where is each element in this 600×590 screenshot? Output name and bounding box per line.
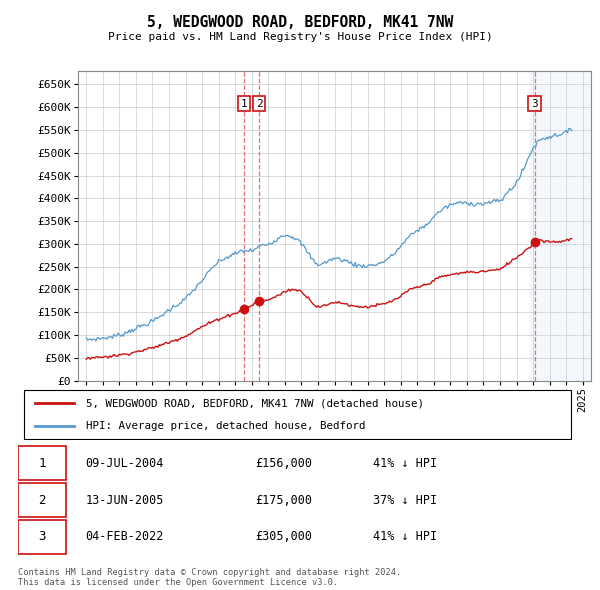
- Text: 3: 3: [38, 530, 46, 543]
- Text: 41% ↓ HPI: 41% ↓ HPI: [373, 530, 437, 543]
- Text: Contains HM Land Registry data © Crown copyright and database right 2024.
This d: Contains HM Land Registry data © Crown c…: [18, 568, 401, 587]
- Text: 2: 2: [256, 99, 263, 109]
- Text: 2: 2: [38, 493, 46, 507]
- Text: 13-JUN-2005: 13-JUN-2005: [86, 493, 164, 507]
- Text: HPI: Average price, detached house, Bedford: HPI: Average price, detached house, Bedf…: [86, 421, 365, 431]
- Text: 1: 1: [38, 457, 46, 470]
- Text: 3: 3: [531, 99, 538, 109]
- Text: 37% ↓ HPI: 37% ↓ HPI: [373, 493, 437, 507]
- Text: £175,000: £175,000: [255, 493, 312, 507]
- Bar: [530, 71, 591, 381]
- Text: 5, WEDGWOOD ROAD, BEDFORD, MK41 7NW: 5, WEDGWOOD ROAD, BEDFORD, MK41 7NW: [147, 15, 453, 30]
- Text: 04-FEB-2022: 04-FEB-2022: [86, 530, 164, 543]
- Text: Price paid vs. HM Land Registry's House Price Index (HPI): Price paid vs. HM Land Registry's House …: [107, 32, 493, 42]
- Text: 09-JUL-2004: 09-JUL-2004: [86, 457, 164, 470]
- FancyBboxPatch shape: [18, 446, 66, 480]
- Text: 1: 1: [241, 99, 247, 109]
- Text: £156,000: £156,000: [255, 457, 312, 470]
- FancyBboxPatch shape: [18, 483, 66, 517]
- Text: £305,000: £305,000: [255, 530, 312, 543]
- FancyBboxPatch shape: [23, 391, 571, 438]
- FancyBboxPatch shape: [18, 520, 66, 554]
- Text: 41% ↓ HPI: 41% ↓ HPI: [373, 457, 437, 470]
- Text: 5, WEDGWOOD ROAD, BEDFORD, MK41 7NW (detached house): 5, WEDGWOOD ROAD, BEDFORD, MK41 7NW (det…: [86, 398, 424, 408]
